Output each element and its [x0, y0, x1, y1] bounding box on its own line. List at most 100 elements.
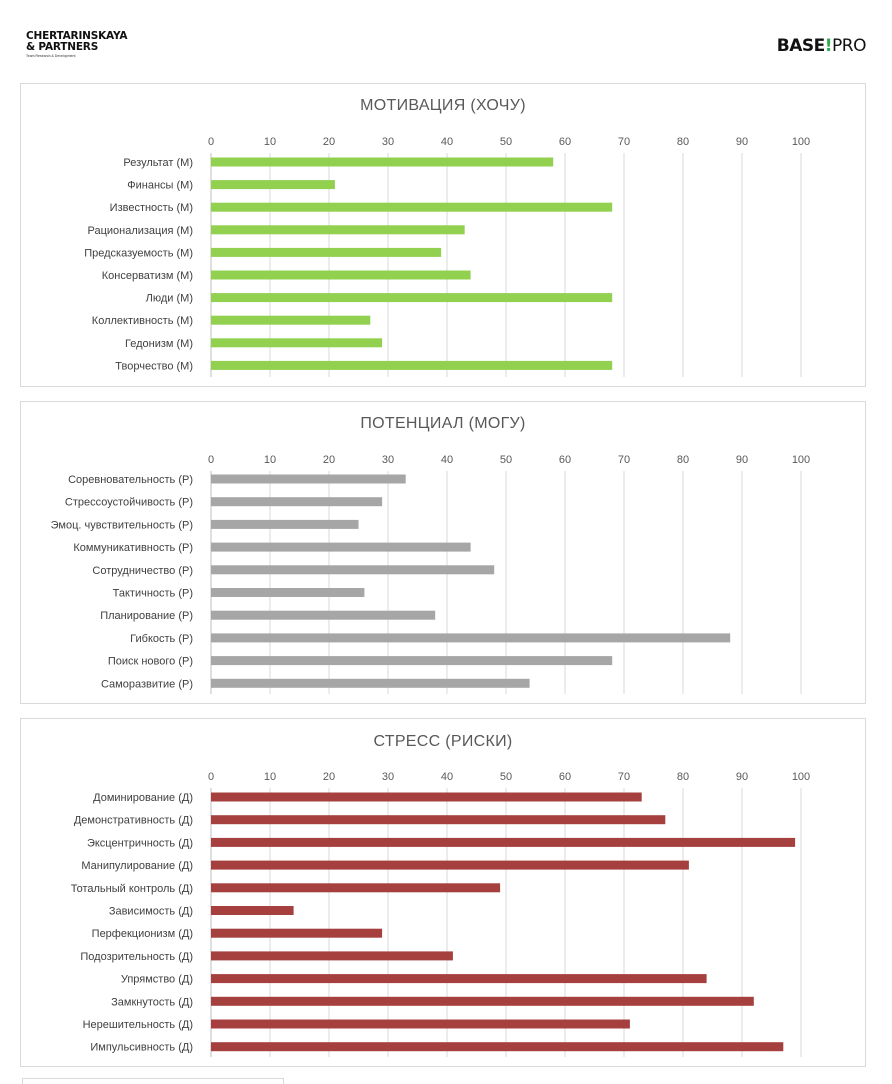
category-label: Коммуникативность (Р) — [73, 542, 193, 554]
bar — [211, 815, 666, 825]
bar — [211, 247, 442, 257]
bar — [211, 157, 554, 167]
stress-chart-panel: СТРЕСС (РИСКИ) 0 10 20 30 40 50 60 70 80 90 100 Дом… — [20, 718, 866, 1067]
x-tick-label: 90 — [736, 454, 748, 466]
x-tick-label: 100 — [792, 136, 810, 148]
category-label: Подозрительность (Д) — [80, 951, 193, 963]
x-tick-label: 50 — [500, 454, 512, 466]
chertarinskaya-logo: CHERTARINSKAYA & PARTNERS Team Research … — [26, 31, 127, 59]
x-tick-label: 50 — [500, 136, 512, 148]
x-tick-label: 60 — [559, 454, 571, 466]
x-tick-label: 80 — [677, 454, 689, 466]
bar — [211, 202, 613, 212]
x-tick-label: 60 — [559, 771, 571, 783]
x-tick-label: 40 — [441, 771, 453, 783]
x-tick-label: 70 — [618, 454, 630, 466]
logo-base-text: BASE — [776, 36, 825, 56]
bar — [211, 565, 495, 575]
bar — [211, 225, 465, 235]
bar — [211, 996, 754, 1006]
bar — [211, 497, 383, 507]
bar — [211, 678, 530, 688]
bar — [211, 837, 796, 847]
category-label: Эмоц. чувствительность (Р) — [51, 519, 193, 531]
x-tick-label: 50 — [500, 771, 512, 783]
x-tick-label: 100 — [792, 454, 810, 466]
category-label: Результат (М) — [123, 157, 193, 169]
x-tick-label: 10 — [264, 454, 276, 466]
basepro-logo: BASE!PRO — [776, 36, 867, 56]
chart-title-potential: ПОТЕНЦИАЛ (МОГУ) — [360, 415, 526, 432]
bar — [211, 951, 453, 961]
category-label: Демонстративность (Д) — [74, 815, 193, 827]
category-label: Гибкость (Р) — [130, 633, 193, 645]
category-label: Эксцентричность (Д) — [87, 837, 193, 849]
logo-bang-text: ! — [824, 36, 833, 56]
x-tick-label: 0 — [208, 454, 214, 466]
category-label: Предсказуемость (М) — [84, 247, 193, 259]
category-label: Финансы (М) — [127, 180, 193, 192]
bar — [211, 792, 642, 802]
page-header: CHERTARINSKAYA & PARTNERS Team Research … — [0, 0, 892, 80]
chart-svg: 0 10 20 30 40 50 60 70 80 90 100 Доминирование (Д) Д… — [71, 771, 810, 1057]
category-label: Замкнутость (Д) — [111, 996, 193, 1008]
bar — [211, 656, 613, 666]
x-tick-label: 20 — [323, 771, 335, 783]
bar — [211, 519, 359, 529]
x-tick-label: 80 — [677, 136, 689, 148]
x-tick-label: 0 — [208, 771, 214, 783]
category-label: Поиск нового (Р) — [108, 656, 193, 668]
category-label: Стрессоустойчивость (Р) — [65, 497, 193, 509]
category-label: Доминирование (Д) — [93, 792, 193, 804]
category-label: Планирование (Р) — [100, 610, 193, 622]
category-label: Известность (М) — [110, 202, 193, 214]
logo-line-2: & PARTNERS — [26, 41, 99, 53]
category-label: Люди (М) — [146, 293, 193, 305]
category-label: Консерватизм (М) — [102, 270, 193, 282]
bar — [211, 860, 689, 870]
category-label: Импульсивность (Д) — [90, 1042, 193, 1054]
x-tick-label: 40 — [441, 454, 453, 466]
x-tick-label: 10 — [264, 771, 276, 783]
category-label: Тотальный контроль (Д) — [71, 883, 193, 895]
x-tick-label: 40 — [441, 136, 453, 148]
logo-pro-text: PRO — [832, 36, 866, 56]
bar — [211, 315, 371, 325]
bar — [211, 338, 383, 348]
x-tick-label: 90 — [736, 136, 748, 148]
category-label: Коллективность (М) — [92, 315, 193, 327]
category-label: Тактичность (Р) — [113, 588, 193, 600]
bar — [211, 293, 613, 303]
logo-tagline: Team Research & Development — [26, 54, 76, 58]
x-tick-label: 0 — [208, 136, 214, 148]
bar — [211, 588, 365, 597]
category-label: Гедонизм (М) — [125, 338, 193, 350]
bar — [211, 974, 707, 984]
category-label: Рационализация (М) — [87, 225, 193, 237]
category-label: Соревновательность (Р) — [68, 474, 193, 486]
x-tick-label: 80 — [677, 771, 689, 783]
category-label: Упрямство (Д) — [121, 974, 193, 986]
potential-chart-panel: ПОТЕНЦИАЛ (МОГУ) 0 10 20 30 40 50 60 70 80 90 100 С… — [20, 401, 866, 704]
bar — [211, 906, 294, 915]
bar — [211, 270, 471, 280]
x-tick-label: 20 — [323, 454, 335, 466]
x-tick-label: 20 — [323, 136, 335, 148]
bar — [211, 360, 613, 370]
x-tick-label: 70 — [618, 771, 630, 783]
chart-title-motivation: МОТИВАЦИЯ (ХОЧУ) — [360, 97, 526, 114]
x-tick-label: 30 — [382, 454, 394, 466]
category-label: Нерешительность (Д) — [83, 1019, 193, 1031]
x-tick-label: 90 — [736, 771, 748, 783]
next-panel-edge — [22, 1078, 284, 1084]
bar — [211, 610, 436, 620]
bar — [211, 633, 731, 643]
category-label: Творчество (М) — [115, 360, 193, 372]
x-tick-label: 70 — [618, 136, 630, 148]
x-tick-label: 30 — [382, 771, 394, 783]
x-tick-label: 100 — [792, 771, 810, 783]
category-label: Перфекционизм (Д) — [92, 928, 193, 940]
category-label: Зависимость (Д) — [109, 906, 193, 918]
bar — [211, 1042, 784, 1052]
motivation-chart-panel: МОТИВАЦИЯ (ХОЧУ) 0 10 20 30 40 50 60 70 80 90 100 Р… — [20, 83, 866, 387]
